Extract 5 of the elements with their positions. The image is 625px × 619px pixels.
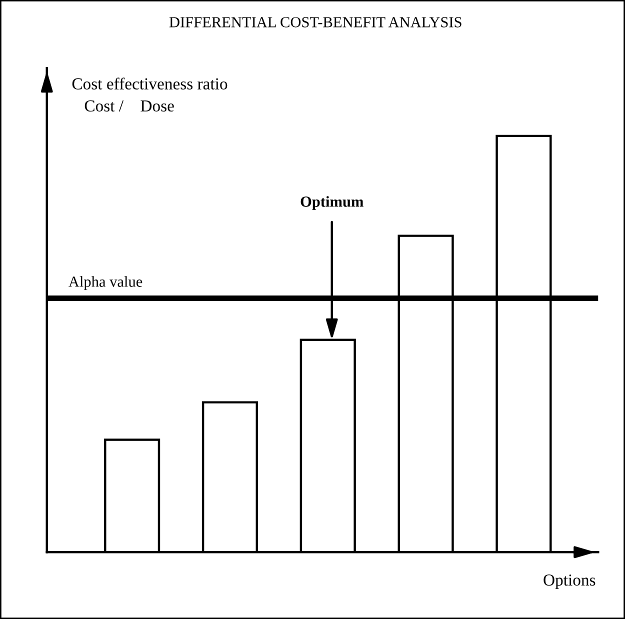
ref-line-label: Alpha value	[68, 276, 142, 290]
annotation: Optimum	[300, 196, 364, 210]
x-axis-title: Options	[544, 574, 596, 590]
y-axis-title: Cost effectiveness ratio Cost / Dose	[72, 78, 228, 112]
chart-title: DIFFERENTIAL COST-BENEFIT ANALYSIS	[169, 17, 462, 28]
